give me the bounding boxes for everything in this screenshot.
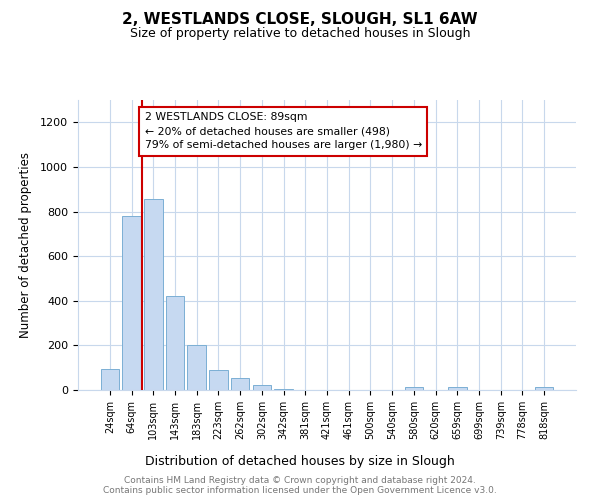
Text: Contains HM Land Registry data © Crown copyright and database right 2024.: Contains HM Land Registry data © Crown c…	[124, 476, 476, 485]
Bar	[166, 296, 184, 390]
Bar	[122, 216, 141, 390]
Bar	[101, 369, 119, 390]
Bar	[404, 388, 423, 390]
Bar	[274, 389, 293, 390]
Bar	[231, 378, 250, 390]
Bar	[448, 388, 467, 390]
Bar	[253, 385, 271, 390]
Bar	[187, 346, 206, 390]
Text: Distribution of detached houses by size in Slough: Distribution of detached houses by size …	[145, 454, 455, 468]
Text: 2, WESTLANDS CLOSE, SLOUGH, SL1 6AW: 2, WESTLANDS CLOSE, SLOUGH, SL1 6AW	[122, 12, 478, 28]
Text: Size of property relative to detached houses in Slough: Size of property relative to detached ho…	[130, 28, 470, 40]
Bar	[144, 200, 163, 390]
Text: Contains public sector information licensed under the Open Government Licence v3: Contains public sector information licen…	[103, 486, 497, 495]
Y-axis label: Number of detached properties: Number of detached properties	[19, 152, 32, 338]
Bar	[209, 370, 227, 390]
Text: 2 WESTLANDS CLOSE: 89sqm
← 20% of detached houses are smaller (498)
79% of semi-: 2 WESTLANDS CLOSE: 89sqm ← 20% of detach…	[145, 112, 422, 150]
Bar	[535, 388, 553, 390]
